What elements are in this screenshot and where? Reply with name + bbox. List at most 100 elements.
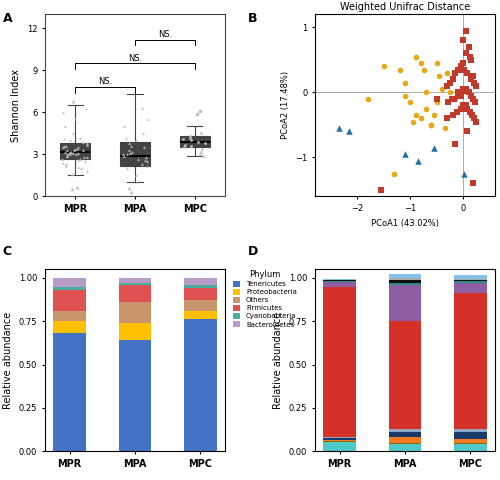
Point	[68, 148, 76, 156]
Point	[446, 88, 454, 96]
Point	[409, 118, 417, 125]
Y-axis label: Shannon Index: Shannon Index	[12, 69, 22, 142]
Bar	[323, 442, 356, 451]
Point	[181, 141, 189, 148]
Point	[144, 116, 152, 123]
Text: A: A	[2, 12, 12, 25]
Point	[454, 88, 462, 96]
Point	[126, 149, 134, 157]
Point	[464, 43, 472, 51]
Point	[61, 122, 69, 130]
Point	[412, 53, 420, 60]
Point	[462, 102, 470, 109]
Point	[460, 66, 468, 73]
Point	[420, 66, 428, 73]
Point	[80, 157, 88, 165]
Point	[440, 124, 448, 132]
Point	[132, 179, 140, 186]
Point	[192, 110, 200, 118]
Bar	[323, 279, 356, 280]
Point	[128, 148, 136, 156]
Point	[459, 87, 467, 95]
Point	[72, 151, 80, 158]
Point	[76, 134, 84, 142]
Point	[452, 141, 460, 148]
Point	[68, 186, 76, 193]
Point	[467, 75, 475, 83]
Point	[462, 85, 470, 93]
Point	[438, 85, 446, 93]
Point	[144, 162, 152, 169]
Point	[422, 105, 430, 112]
Point	[428, 121, 436, 129]
Point	[180, 135, 188, 143]
Point	[64, 152, 72, 160]
Point	[467, 92, 475, 99]
Point	[62, 162, 70, 169]
Point	[452, 69, 460, 77]
Text: C: C	[2, 245, 12, 258]
Point	[428, 121, 436, 129]
Point	[450, 95, 458, 103]
Point	[472, 82, 480, 90]
Bar	[184, 320, 217, 451]
Point	[448, 95, 456, 103]
Point	[70, 130, 78, 137]
Point	[454, 92, 462, 99]
Point	[82, 104, 90, 112]
Point	[430, 111, 438, 119]
Point	[83, 141, 91, 148]
Bar	[184, 288, 217, 300]
Point	[127, 142, 135, 150]
Point	[417, 60, 425, 67]
Point	[377, 186, 385, 194]
Point	[66, 149, 74, 157]
Point	[125, 146, 133, 154]
Point	[462, 27, 470, 35]
Point	[200, 152, 207, 160]
Bar	[454, 443, 487, 444]
Bar	[388, 278, 422, 279]
Point	[412, 111, 420, 119]
Bar	[118, 285, 152, 302]
Bar	[184, 311, 217, 320]
Point	[470, 115, 478, 122]
Point	[60, 159, 68, 167]
Bar	[388, 275, 422, 278]
Y-axis label: PCoA2 (17.48%): PCoA2 (17.48%)	[280, 72, 289, 140]
Bar	[388, 429, 422, 432]
Bar	[323, 282, 356, 287]
Bar	[323, 287, 356, 437]
Point	[122, 165, 130, 172]
Point	[454, 66, 462, 73]
Point	[122, 134, 130, 142]
Point	[62, 160, 70, 168]
Point	[459, 85, 467, 93]
Point	[446, 79, 454, 86]
Point	[62, 151, 70, 158]
Point	[60, 142, 68, 150]
Point	[84, 154, 92, 161]
Point	[444, 98, 452, 106]
Bar	[454, 293, 487, 429]
Bar	[53, 321, 86, 333]
Point	[138, 160, 146, 168]
Bar	[53, 333, 86, 451]
Point	[78, 146, 86, 154]
Bar	[323, 437, 356, 438]
Point	[444, 82, 452, 90]
Point	[346, 128, 354, 135]
Point	[132, 171, 140, 179]
Point	[453, 108, 461, 116]
Point	[66, 151, 74, 158]
Point	[197, 148, 205, 156]
Point	[134, 155, 141, 162]
Point	[401, 79, 409, 86]
Bar	[388, 432, 422, 437]
Point	[72, 145, 80, 153]
Point	[120, 152, 128, 160]
PathPatch shape	[60, 143, 90, 158]
Bar	[53, 290, 86, 311]
Point	[469, 72, 477, 80]
Bar	[118, 283, 152, 285]
